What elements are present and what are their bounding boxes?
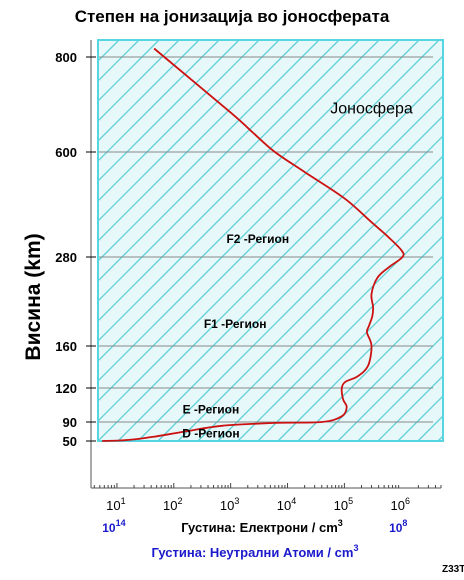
x-axis-label-text: Густина: Електрони / cm	[181, 520, 338, 535]
y-axis-label: Висина (km)	[22, 233, 45, 360]
x-axis-label-atoms-text: Густина: Неутрални Атоми / cm	[152, 545, 354, 560]
hatch-line	[98, 40, 320, 262]
electron-density-line	[102, 47, 405, 442]
ionosphere-label: Јоносфера	[330, 100, 413, 117]
hatch-line	[237, 235, 443, 441]
x-axis-label-atoms: Густина: Неутрални Атоми / cm3	[152, 543, 359, 560]
hatch-line	[117, 115, 443, 441]
y-tick-label: 600	[55, 145, 77, 160]
neutral-atom-tick-label: 1014	[102, 518, 125, 535]
x-tick-label: 101	[106, 496, 125, 513]
x-axis-label-atoms-sup: 3	[353, 543, 358, 553]
x-tick-label: 104	[277, 496, 296, 513]
hatch-line	[297, 295, 443, 441]
neutral-atom-ticks: 1014 108	[102, 518, 407, 535]
hatch-line	[98, 40, 280, 222]
hatch-line	[98, 40, 340, 282]
x-ticks: 101 102 103 104 105 106	[93, 483, 442, 513]
region-label: F2 -Регион	[226, 232, 289, 246]
x-axis-label-sup: 3	[338, 518, 343, 528]
y-ticks: 50 90 120 160 280 600 800	[55, 50, 96, 449]
x-tick-label: 105	[334, 496, 353, 513]
hatch-line	[98, 40, 420, 362]
region-label: F1 -Регион	[204, 317, 267, 331]
x-tick-label: 102	[163, 496, 182, 513]
y-tick-label: 50	[63, 434, 77, 449]
x-tick-label: 103	[220, 496, 239, 513]
hatch-line	[137, 135, 443, 441]
hatch-line	[98, 40, 360, 302]
hatch-line	[98, 40, 100, 42]
region-label: D -Регион	[182, 426, 239, 440]
figure-code: Z33T	[442, 564, 464, 575]
y-tick-label: 800	[55, 50, 77, 65]
hatch-line	[98, 40, 440, 382]
hatch-line	[257, 255, 443, 441]
x-tick-label: 106	[391, 496, 410, 513]
chart-title: Степен на јонизација во јоносферата	[75, 7, 390, 26]
hatch-line	[197, 195, 443, 441]
hatch-line	[98, 40, 240, 182]
hatch-line	[98, 40, 180, 122]
hatch-line	[98, 40, 260, 202]
ionosphere-box	[97, 39, 444, 442]
hatch-fill	[98, 40, 443, 441]
hatch-line	[98, 40, 380, 322]
y-tick-label: 90	[63, 415, 77, 430]
neutral-atom-tick-label: 108	[389, 518, 407, 535]
region-label: E -Регион	[183, 403, 240, 417]
hatch-line	[98, 55, 443, 402]
hatch-line	[317, 315, 443, 441]
hatch-line	[98, 40, 400, 342]
hatch-line	[277, 275, 443, 441]
hatch-line	[157, 155, 443, 441]
y-tick-label: 160	[55, 339, 77, 354]
annotations: Јоносфера F2 -Регион F1 -Регион E -Регион D …	[182, 100, 413, 440]
y-tick-label: 120	[55, 381, 77, 396]
hatch-line	[98, 95, 443, 441]
y-tick-label: 280	[55, 250, 77, 265]
hatch-line	[177, 175, 443, 441]
hatch-line	[357, 355, 443, 441]
gridlines	[98, 56, 433, 442]
series-layer	[102, 47, 405, 442]
hatch-line	[217, 215, 443, 441]
hatch-line	[98, 40, 200, 142]
hatch-line	[98, 75, 443, 422]
x-axis-label: Густина: Електрони / cm3	[181, 518, 343, 535]
hatch-line	[337, 335, 443, 441]
hatch-line	[98, 40, 220, 162]
